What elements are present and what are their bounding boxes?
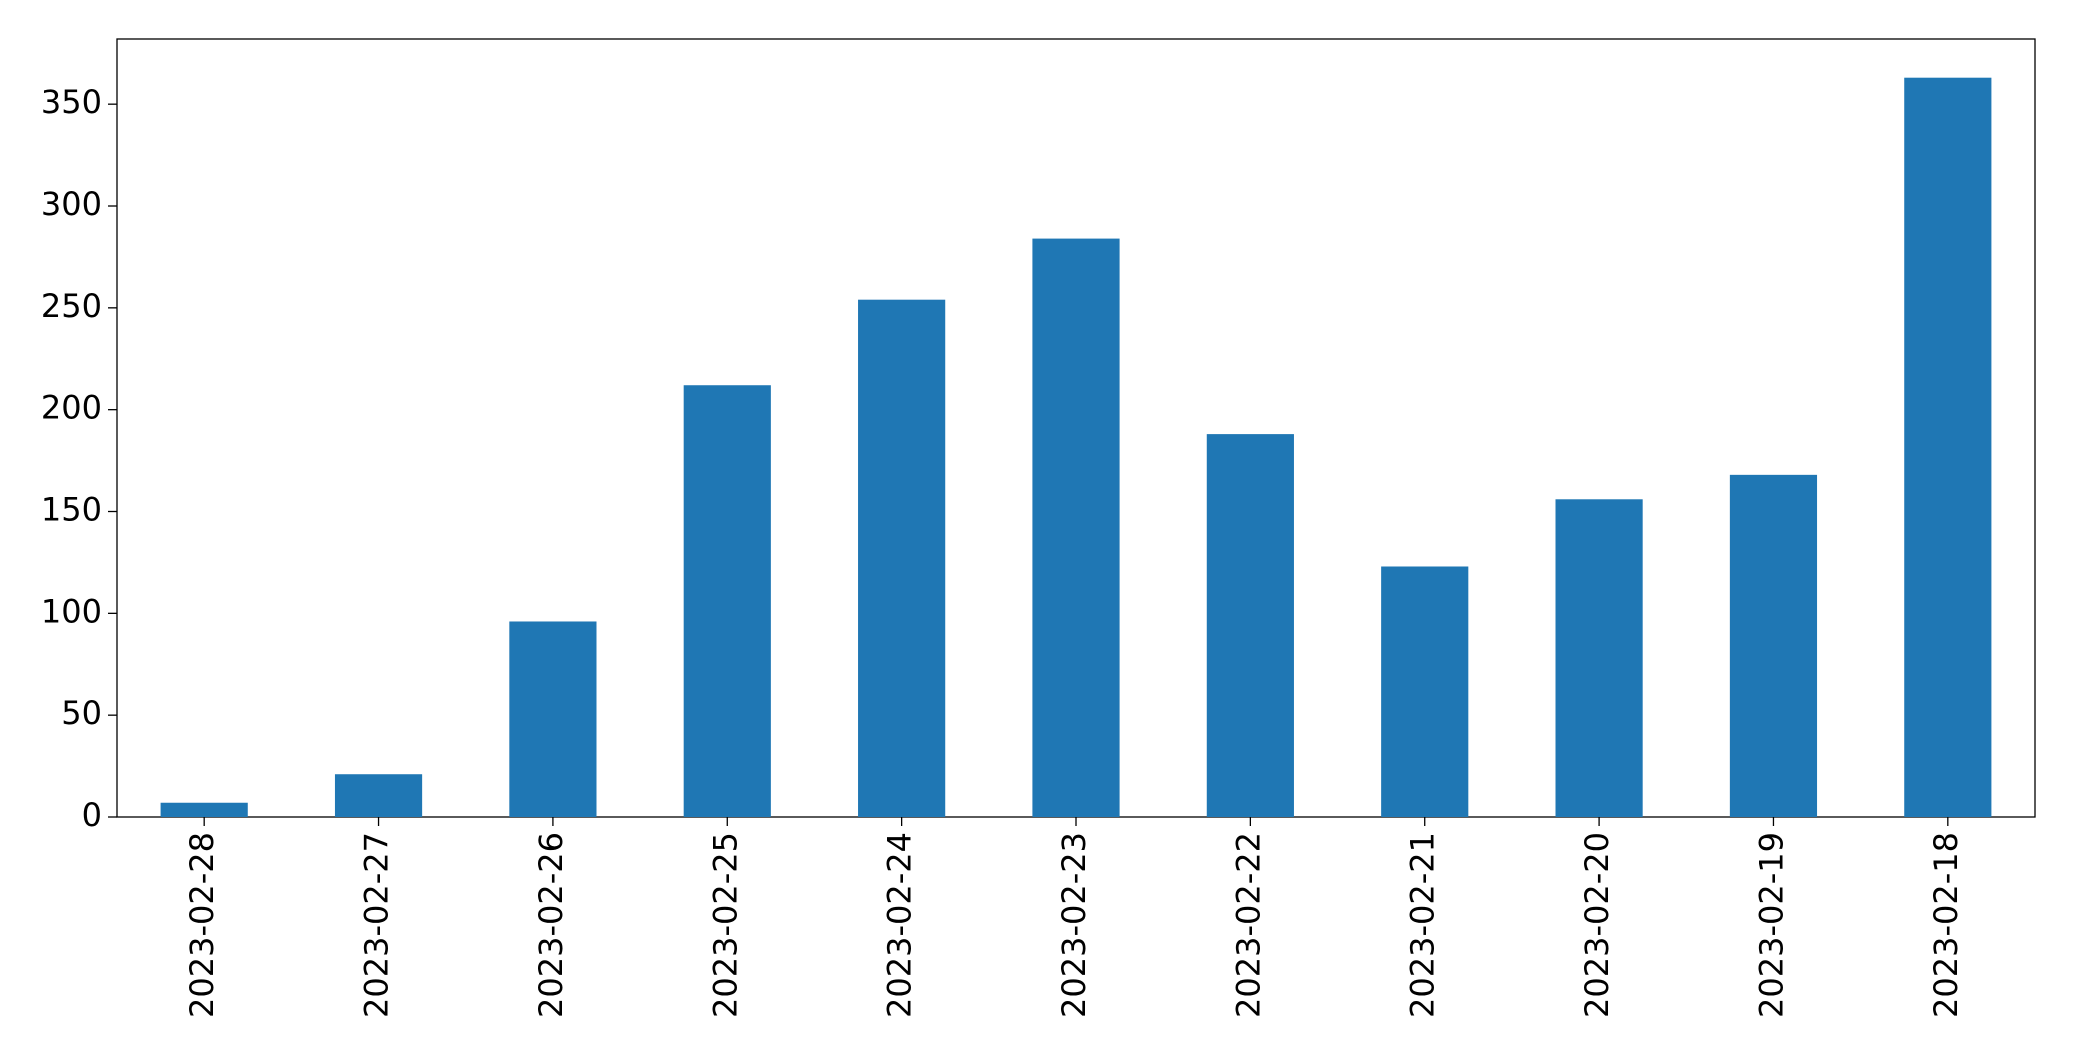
x-tick-label: 2023-02-23 — [1055, 832, 1093, 1018]
x-tick-label: 2023-02-26 — [532, 832, 570, 1018]
x-tick-label: 2023-02-21 — [1404, 832, 1442, 1018]
bar — [1555, 499, 1643, 817]
y-tick-label: 200 — [41, 389, 102, 427]
y-tick-label: 100 — [41, 592, 102, 630]
bar — [334, 774, 423, 817]
bar — [1904, 77, 1992, 817]
bar — [1381, 566, 1469, 817]
y-tick-label: 0 — [82, 796, 102, 834]
x-tick-label: 2023-02-20 — [1578, 832, 1616, 1018]
y-tick-label: 150 — [41, 491, 102, 529]
x-tick-label: 2023-02-25 — [706, 832, 744, 1018]
x-tick-label: 2023-02-19 — [1752, 832, 1790, 1018]
y-tick-label: 50 — [61, 694, 102, 732]
x-tick-label: 2023-02-27 — [358, 832, 396, 1018]
bar — [683, 385, 771, 817]
bar — [858, 299, 946, 817]
y-tick-label: 300 — [41, 185, 102, 223]
bar — [1206, 434, 1294, 817]
x-tick-label: 2023-02-18 — [1927, 832, 1965, 1018]
x-tick-label: 2023-02-22 — [1229, 832, 1267, 1018]
bar — [509, 621, 597, 817]
bar — [1729, 474, 1818, 817]
bar — [160, 802, 248, 817]
y-tick-label: 350 — [41, 83, 102, 121]
x-tick-label: 2023-02-28 — [183, 832, 221, 1018]
bar — [1032, 238, 1120, 818]
y-tick-label: 250 — [41, 287, 102, 325]
x-tick-label: 2023-02-24 — [881, 832, 919, 1018]
